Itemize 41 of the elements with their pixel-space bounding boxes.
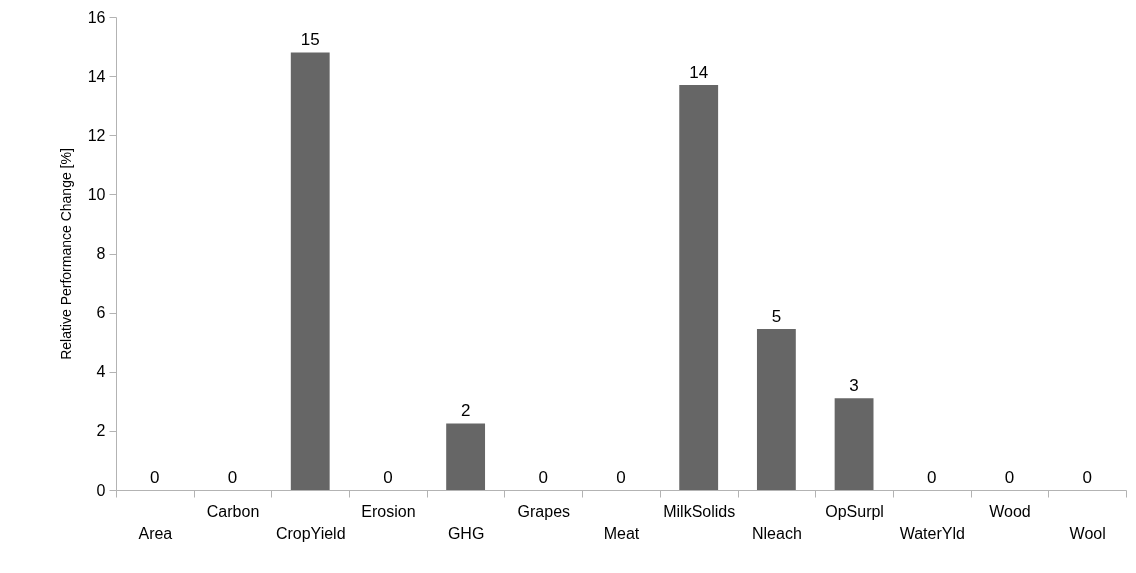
data-label: 0 <box>1004 468 1015 487</box>
data-label: 0 <box>383 468 393 487</box>
data-label: 2 <box>460 401 471 421</box>
bar <box>446 423 486 490</box>
y-tick-label: 2 <box>96 422 106 440</box>
y-tick-label: 10 <box>87 185 106 203</box>
data-label: 5 <box>771 306 782 326</box>
x-tick-label: WaterYld <box>899 524 965 542</box>
x-tick-label: Meat <box>603 524 640 542</box>
y-axis-title: Relative Performance Change [%] <box>57 148 74 360</box>
y-tick-label: 14 <box>87 67 106 85</box>
y-tick-label: 6 <box>96 304 106 322</box>
data-label: 0 <box>538 468 549 487</box>
data-label: 0 <box>1082 468 1092 487</box>
x-tick-label: Area <box>138 524 173 542</box>
data-label: 0 <box>927 468 937 487</box>
data-label: 0 <box>150 468 160 487</box>
data-label: 15 <box>300 30 320 50</box>
bar <box>290 52 330 490</box>
x-tick-label: GHG <box>447 524 485 542</box>
x-tick-label: Nleach <box>751 524 802 542</box>
y-tick-label: 0 <box>96 481 106 499</box>
x-tick-label: Carbon <box>206 502 260 520</box>
bar <box>756 328 796 490</box>
x-tick-label: Wood <box>989 502 1031 520</box>
x-tick-label: Grapes <box>517 502 571 520</box>
data-label: 0 <box>616 468 626 487</box>
x-tick-label: OpSurpl <box>825 502 884 520</box>
data-label: 3 <box>849 376 859 396</box>
y-tick-label: 16 <box>87 8 106 26</box>
x-tick-label: MilkSolids <box>663 502 736 520</box>
bar <box>679 84 719 490</box>
x-tick-label: Erosion <box>361 502 416 520</box>
bar <box>834 398 874 490</box>
data-label: 14 <box>689 62 709 82</box>
data-label: 0 <box>227 468 238 487</box>
x-tick-label: Wool <box>1069 524 1106 542</box>
x-tick-label: CropYield <box>275 524 346 542</box>
y-tick-label: 8 <box>96 245 106 262</box>
y-tick-label: 12 <box>87 126 106 144</box>
y-tick-label: 4 <box>96 363 106 381</box>
